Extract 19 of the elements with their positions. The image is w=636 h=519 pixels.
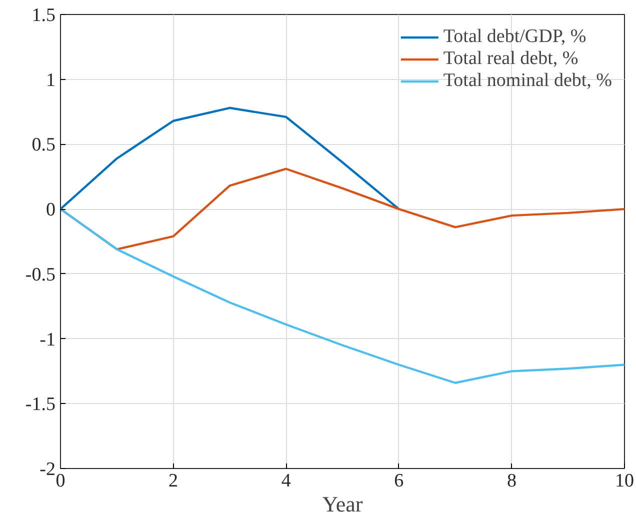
y-tick-label: -2	[40, 459, 56, 480]
x-tick-label: 10	[615, 470, 634, 492]
x-tick-label: 6	[394, 470, 404, 492]
y-tick-label: -0.5	[25, 264, 56, 286]
line-series	[60, 208, 624, 384]
line-series	[60, 106, 400, 210]
y-tick-label: -1.5	[25, 394, 56, 416]
y-tick-label: 1.5	[32, 5, 56, 26]
y-tick-label: 1	[46, 70, 56, 91]
y-tick-label: 0	[46, 200, 56, 221]
legend-label: Total real debt, %	[443, 48, 578, 70]
x-tick-label: 2	[168, 470, 178, 492]
legend-label: Total debt/GDP, %	[443, 26, 586, 48]
y-tick-label: -1	[40, 329, 56, 350]
legend-label: Total nominal debt, %	[443, 70, 612, 92]
x-axis-title: Year	[322, 492, 364, 516]
x-tick-label: 4	[281, 470, 292, 492]
x-tick-label: 8	[506, 470, 516, 492]
y-tick-label: 0.5	[32, 134, 56, 156]
